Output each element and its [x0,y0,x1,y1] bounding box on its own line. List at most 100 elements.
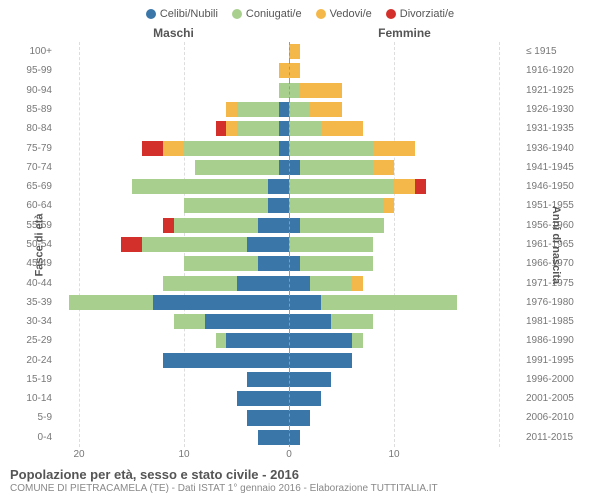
male-stack [58,83,289,98]
legend-swatch [316,9,326,19]
bar-segment [268,179,289,194]
birth-label: 1931-1935 [520,123,590,134]
age-row: 80-841931-1935 [10,119,590,138]
age-label: 100+ [10,46,58,57]
center-line [289,158,290,177]
x-ticks: 2010010 [58,449,520,463]
bar-pair [58,138,520,157]
female-stack [289,333,520,348]
male-half [58,198,289,213]
age-label: 20-24 [10,355,58,366]
bar-segment [279,160,290,175]
column-headers: Maschi Femmine [10,26,590,40]
center-line [289,370,290,389]
bar-segment [226,333,289,348]
bar-pair [58,196,520,215]
chart-title: Popolazione per età, sesso e stato civil… [10,467,590,482]
birth-label: 1916-1920 [520,65,590,76]
bar-segment [132,179,269,194]
male-stack [58,410,289,425]
age-row: 90-941921-1925 [10,81,590,100]
bar-segment [289,333,352,348]
bar-segment [279,102,290,117]
female-stack [289,121,520,136]
bar-segment [184,141,279,156]
bar-pair [58,428,520,447]
age-label: 5-9 [10,412,58,423]
female-stack [289,218,520,233]
birth-label: 1976-1980 [520,297,590,308]
center-line [289,177,290,196]
female-stack [289,160,520,175]
age-label: 60-64 [10,200,58,211]
age-label: 75-79 [10,143,58,154]
birth-label: 1941-1945 [520,162,590,173]
x-tick: 20 [73,449,84,460]
bar-segment [289,295,321,310]
bar-segment [142,141,163,156]
birth-label: ≤ 1915 [520,46,590,57]
bar-segment [289,256,300,271]
bar-segment [247,237,289,252]
female-half [289,198,520,213]
female-stack [289,353,520,368]
legend-label: Divorziati/e [400,8,454,20]
female-half [289,256,520,271]
age-row: 70-741941-1945 [10,158,590,177]
bar-segment [289,198,384,213]
bar-segment [415,179,426,194]
female-stack [289,63,520,78]
male-stack [58,276,289,291]
age-label: 90-94 [10,85,58,96]
male-half [58,218,289,233]
female-half [289,372,520,387]
bar-segment [300,83,342,98]
male-half [58,179,289,194]
female-stack [289,198,520,213]
bar-segment [279,121,290,136]
bar-pair [58,293,520,312]
female-stack [289,276,520,291]
female-stack [289,237,520,252]
center-line [289,61,290,80]
bar-segment [216,333,227,348]
male-stack [58,218,289,233]
bar-segment [289,410,310,425]
bar-segment [247,410,289,425]
male-half [58,295,289,310]
bar-segment [142,237,247,252]
female-half [289,295,520,310]
chart-area: 100+ ≤ 1915 95-99 1916-1920 90-941921-1925 85… [10,42,590,447]
male-stack [58,179,289,194]
center-line [289,351,290,370]
bar-segment [289,353,352,368]
legend-item: Celibi/Nubili [146,8,218,20]
bar-segment [247,372,289,387]
age-label: 95-99 [10,65,58,76]
center-line [289,216,290,235]
female-half [289,44,520,59]
bar-segment [289,121,321,136]
bar-segment [300,218,384,233]
female-half [289,102,520,117]
female-half [289,160,520,175]
male-half [58,410,289,425]
bar-segment [394,179,415,194]
bar-segment [373,160,394,175]
center-line [289,196,290,215]
bar-segment [174,218,258,233]
footer: Popolazione per età, sesso e stato civil… [10,467,590,494]
age-label: 85-89 [10,104,58,115]
female-half [289,121,520,136]
bar-segment [163,276,237,291]
center-line [289,100,290,119]
y-right-title: Anni di nascita [550,205,562,283]
bar-pair [58,61,520,80]
center-line [289,312,290,331]
male-half [58,391,289,406]
male-stack [58,121,289,136]
bar-pair [58,42,520,61]
bar-segment [237,102,279,117]
male-stack [58,391,289,406]
male-stack [58,44,289,59]
